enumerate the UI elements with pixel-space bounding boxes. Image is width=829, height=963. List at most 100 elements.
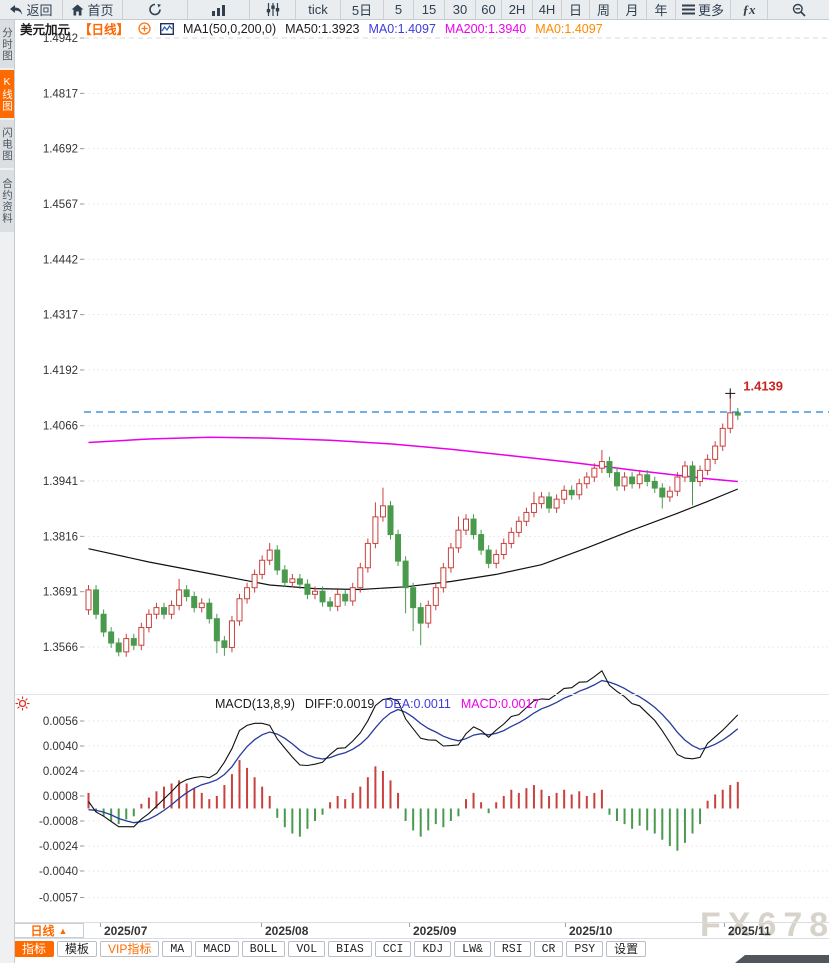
- interval-2h-button[interactable]: 2H: [502, 0, 533, 19]
- macd-settings-icon[interactable]: [15, 696, 30, 714]
- bar-chart-button[interactable]: [188, 0, 250, 19]
- interval-month-button[interactable]: 月: [618, 0, 647, 19]
- x-axis-label: 2025/10: [569, 924, 613, 938]
- interval-year-button[interactable]: 年: [647, 0, 676, 19]
- vip-indicator-button[interactable]: VIP指标: [100, 941, 160, 957]
- ma200-line: [88, 436, 738, 483]
- svg-text:1.4567: 1.4567: [43, 199, 78, 211]
- bias-button[interactable]: BIAS: [328, 941, 372, 957]
- x-axis-tick: [565, 923, 566, 927]
- bars-icon: [211, 4, 226, 16]
- kdj-button[interactable]: KDJ: [414, 941, 452, 957]
- candlestick-button[interactable]: [250, 0, 296, 19]
- psy-button[interactable]: PSY: [566, 941, 604, 957]
- back-icon: [9, 4, 23, 16]
- high-price-label: 1.4139: [743, 378, 783, 393]
- interval-5m-button[interactable]: 5: [384, 0, 414, 19]
- toolbar-label: 更多: [697, 3, 724, 18]
- interval-5d-button[interactable]: 5日: [341, 0, 384, 19]
- add-icon[interactable]: [138, 22, 151, 35]
- indicator-button[interactable]: 指标: [14, 941, 55, 957]
- period-label: 日线: [30, 924, 55, 938]
- svg-text:1.4317: 1.4317: [43, 310, 78, 322]
- settings-button[interactable]: 设置: [606, 941, 647, 957]
- interval-week-button[interactable]: 周: [590, 0, 618, 19]
- toolbar-label: 日: [568, 3, 582, 18]
- svg-text:1.4817: 1.4817: [43, 88, 78, 100]
- svg-text:-0.0040: -0.0040: [39, 866, 78, 878]
- toolbar-label: 60: [481, 2, 496, 17]
- interval-day-button[interactable]: 日: [562, 0, 590, 19]
- interval-4h-button[interactable]: 4H: [533, 0, 562, 19]
- vol-button[interactable]: VOL: [288, 941, 326, 957]
- toolbar-label: 首页: [87, 3, 114, 18]
- toolbar-label: 返回: [26, 3, 53, 18]
- svg-text:1.3816: 1.3816: [43, 531, 78, 543]
- diff-value: DIFF:0.0019: [304, 697, 375, 711]
- ma50-line: [88, 488, 739, 591]
- candles-series: [85, 393, 741, 657]
- toolbar-label: 15: [421, 2, 437, 17]
- svg-text:0.0056: 0.0056: [43, 716, 78, 728]
- x-axis-tick: [724, 923, 725, 927]
- x-axis-label: 2025/11: [728, 924, 771, 938]
- ma0-value-blue: MA0:1.4097: [368, 21, 436, 36]
- fx-icon: ƒx: [742, 1, 756, 17]
- toolbar-label: tick: [308, 2, 328, 17]
- dea-value: DEA:0.0011: [384, 697, 451, 711]
- watermark: FX678: [700, 906, 829, 944]
- ma-button[interactable]: MA: [162, 941, 193, 957]
- x-axis-tick: [261, 923, 262, 927]
- formula-button[interactable]: ƒx: [731, 0, 768, 19]
- home-icon: [71, 4, 84, 16]
- symbol-name: 美元加元: [20, 23, 71, 37]
- ma50-value: MA50:1.3923: [285, 21, 360, 36]
- lw-button[interactable]: LW&: [454, 941, 491, 957]
- toolbar-label: 5日: [351, 3, 373, 18]
- more-button[interactable]: 更多: [676, 0, 731, 19]
- scrollbar-thumb[interactable]: [735, 955, 829, 963]
- svg-text:0.0040: 0.0040: [43, 741, 78, 753]
- macd-params: MACD(13,8,9): [215, 697, 295, 711]
- left-sidebar: 分时图 K线图闪电图合约资料: [0, 19, 15, 963]
- back-button[interactable]: 返回: [0, 0, 63, 19]
- tab-contract-info[interactable]: 合约资料: [0, 170, 14, 232]
- macd-button[interactable]: MACD: [195, 941, 239, 957]
- period-selector[interactable]: 日线 ▲: [14, 923, 84, 938]
- rsi-button[interactable]: RSI: [493, 941, 531, 957]
- svg-text:1.3566: 1.3566: [43, 642, 78, 654]
- tab-time-chart[interactable]: 分时图: [0, 20, 14, 68]
- interval-15m-button[interactable]: 15: [414, 0, 445, 19]
- svg-text:1.3941: 1.3941: [43, 476, 78, 488]
- period-arrow-icon: ▲: [58, 925, 68, 936]
- interval-60m-button[interactable]: 60: [476, 0, 502, 19]
- boll-button[interactable]: BOLL: [241, 941, 286, 957]
- tab-lightning-chart[interactable]: 闪电图: [0, 120, 14, 168]
- svg-text:1.4442: 1.4442: [43, 254, 78, 266]
- cci-button[interactable]: CCI: [374, 941, 412, 957]
- macd-histogram: [87, 760, 739, 851]
- template-button[interactable]: 模板: [57, 941, 98, 957]
- toolbar-label: 4H: [538, 2, 556, 17]
- price-grid: 1.49421.48171.46921.45671.44421.43171.41…: [43, 33, 829, 654]
- macd-grid: 0.0056 0.0040 0.0024 0.0008 -0.0008 -0.0024 -0…: [39, 716, 829, 905]
- toolbar-label: 2H: [508, 2, 526, 17]
- zoomout-icon: [792, 3, 806, 17]
- tab-kline-chart[interactable]: K线图: [0, 70, 14, 118]
- refresh-button[interactable]: [123, 0, 188, 19]
- toolbar-label: 周: [596, 3, 610, 18]
- svg-text:0.0008: 0.0008: [43, 791, 78, 803]
- x-axis-label: 2025/08: [265, 924, 309, 938]
- svg-text:-0.0008: -0.0008: [39, 816, 78, 828]
- ma200-value: MA200:1.3940: [444, 21, 527, 36]
- interval-tick-button[interactable]: tick: [296, 0, 341, 19]
- panel-divider: [14, 694, 829, 695]
- toolbar-label: 年: [654, 3, 668, 18]
- interval-30m-button[interactable]: 30: [445, 0, 476, 19]
- cr-button[interactable]: CR: [533, 941, 564, 957]
- svg-text:1.4066: 1.4066: [43, 421, 78, 433]
- zoom-out-button[interactable]: [768, 0, 829, 19]
- toolbar-label: 月: [625, 3, 639, 18]
- home-button[interactable]: 首页: [63, 0, 123, 19]
